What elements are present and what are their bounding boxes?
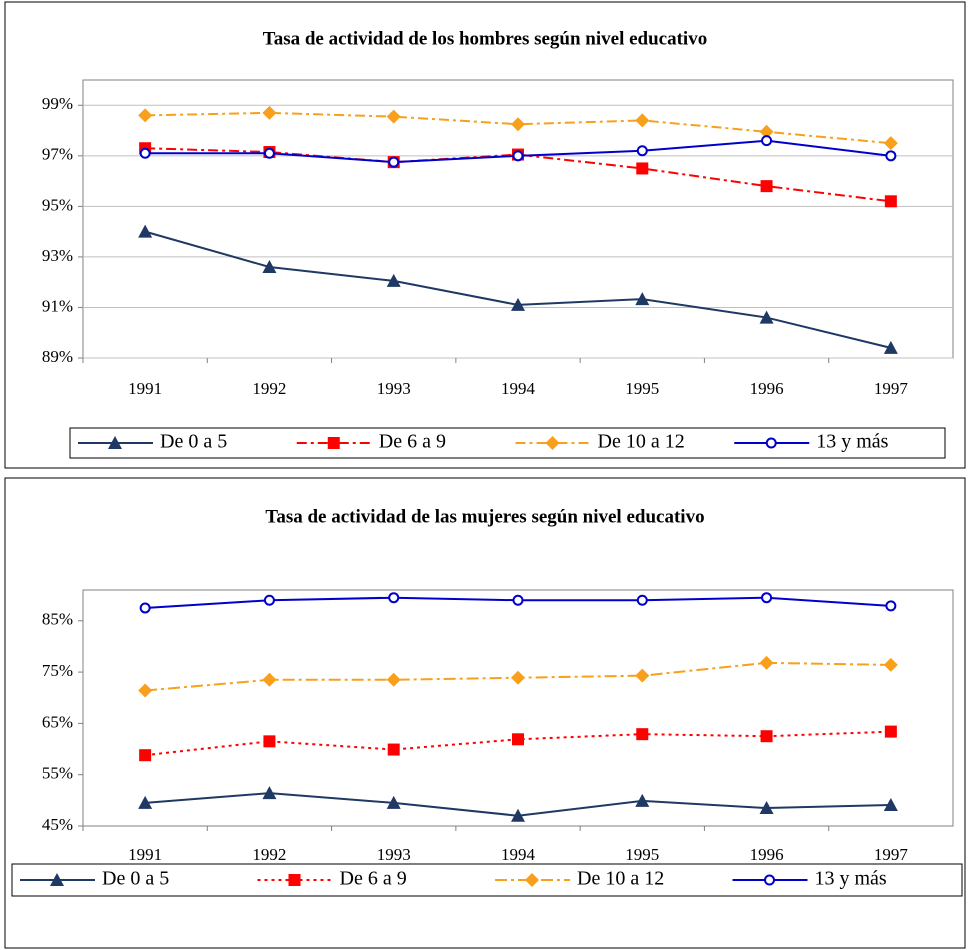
legend-label: De 10 a 12 <box>598 431 685 453</box>
y-tick-label: 89% <box>42 347 73 366</box>
data-point <box>263 147 275 159</box>
data-point <box>263 735 276 748</box>
y-tick-label: 91% <box>42 296 73 315</box>
data-point <box>512 150 524 162</box>
data-point <box>884 195 897 208</box>
x-tick-label: 1991 <box>128 845 162 864</box>
data-point <box>759 310 774 324</box>
legend-label: De 10 a 12 <box>577 868 664 890</box>
legend-marker <box>764 874 775 886</box>
x-tick-label: 1992 <box>252 379 286 398</box>
legend-marker <box>108 436 122 449</box>
data-point <box>759 801 774 815</box>
data-point <box>386 672 401 687</box>
data-point <box>388 592 400 604</box>
data-point <box>262 786 277 800</box>
legend-marker <box>765 437 777 449</box>
x-tick-label: 1995 <box>625 379 659 398</box>
data-point <box>885 600 897 612</box>
data-point <box>884 725 897 738</box>
data-point <box>139 147 151 159</box>
data-point <box>883 136 898 151</box>
y-tick-label: 75% <box>42 661 73 680</box>
data-point <box>262 105 277 120</box>
data-point <box>635 292 650 306</box>
data-point <box>883 340 898 354</box>
data-point <box>386 795 401 809</box>
data-point <box>883 657 898 672</box>
x-tick-label: 1991 <box>128 379 162 398</box>
data-point <box>636 728 649 741</box>
y-tick-label: 93% <box>42 246 73 265</box>
data-point <box>635 793 650 807</box>
legend-marker <box>525 873 539 887</box>
data-point <box>511 808 525 822</box>
data-point <box>759 124 774 139</box>
data-point <box>511 117 525 132</box>
data-point <box>761 135 773 147</box>
chart-title: Tasa de actividad de los hombres según n… <box>263 28 707 49</box>
y-tick-label: 45% <box>42 815 73 834</box>
data-point <box>512 733 524 746</box>
data-point <box>511 670 525 685</box>
data-point <box>386 273 401 287</box>
chart-title: Tasa de actividad de las mujeres según n… <box>265 506 704 527</box>
x-tick-label: 1992 <box>252 845 286 864</box>
legend-marker <box>327 437 340 449</box>
data-point <box>635 113 650 128</box>
data-point <box>885 150 897 162</box>
legend-label: De 0 a 5 <box>160 431 227 453</box>
y-tick-label: 55% <box>42 764 73 783</box>
plot-area <box>82 589 954 827</box>
data-point <box>760 180 773 193</box>
data-point <box>635 668 650 683</box>
x-tick-label: 1994 <box>501 379 536 398</box>
data-point <box>262 672 277 687</box>
data-point <box>636 162 649 175</box>
data-point <box>139 749 152 762</box>
x-tick-label: 1996 <box>750 379 784 398</box>
data-point <box>262 260 277 274</box>
data-point <box>636 145 648 157</box>
data-point <box>760 730 773 743</box>
data-point <box>636 594 648 606</box>
y-tick-label: 99% <box>42 94 73 113</box>
x-tick-label: 1997 <box>874 379 909 398</box>
data-point <box>386 109 401 124</box>
data-point <box>512 594 524 606</box>
legend-label: 13 y más <box>815 868 887 890</box>
data-point <box>138 795 153 809</box>
x-tick-label: 1993 <box>377 379 411 398</box>
x-tick-label: 1994 <box>501 845 536 864</box>
legend-label: De 6 a 9 <box>379 431 446 453</box>
legend-label: 13 y más <box>816 431 888 453</box>
x-tick-label: 1995 <box>625 845 659 864</box>
data-point <box>138 224 153 238</box>
y-tick-label: 95% <box>42 195 73 214</box>
legend-marker <box>545 436 560 450</box>
data-point <box>761 592 773 604</box>
y-tick-label: 65% <box>42 712 73 731</box>
data-point <box>387 743 400 756</box>
legend-marker <box>288 874 301 886</box>
legend-label: De 6 a 9 <box>340 868 407 890</box>
x-tick-label: 1993 <box>377 845 411 864</box>
data-point <box>388 156 400 168</box>
legend-label: De 0 a 5 <box>102 868 169 890</box>
data-point <box>138 683 153 698</box>
y-tick-label: 85% <box>42 610 73 629</box>
data-point <box>883 797 898 811</box>
data-point <box>139 602 151 614</box>
x-tick-label: 1997 <box>874 845 909 864</box>
y-tick-label: 97% <box>42 145 73 164</box>
data-point <box>138 108 153 123</box>
data-point <box>511 297 525 311</box>
data-point <box>263 594 275 606</box>
x-tick-label: 1996 <box>750 845 784 864</box>
legend-marker <box>50 873 64 886</box>
data-point <box>759 655 774 670</box>
